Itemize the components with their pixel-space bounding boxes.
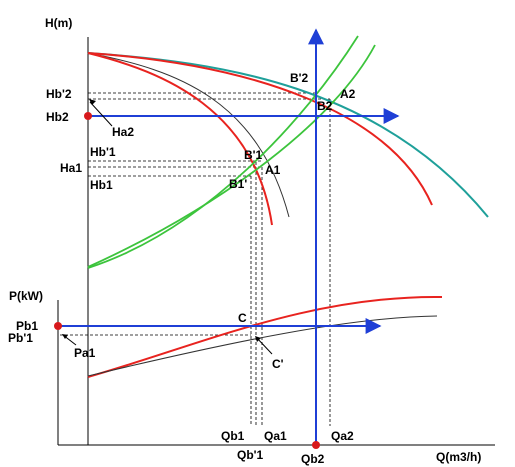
pb1-marker — [54, 322, 62, 330]
pa1-label: Pa1 — [74, 346, 96, 360]
a1-label: A1 — [265, 163, 281, 177]
power-curve-reference — [87, 315, 438, 377]
b2-prime-label: B'2 — [290, 71, 309, 85]
teal-pump-curve — [87, 52, 489, 218]
qa1-label: Qa1 — [264, 429, 287, 443]
pump-curve-high — [87, 52, 433, 206]
system-curve-1 — [87, 35, 359, 269]
reference-pump-curve — [87, 52, 290, 218]
hb1-label: Hb1 — [90, 178, 113, 192]
power-curve-red — [87, 295, 443, 378]
pump-curve-low — [87, 52, 273, 226]
pb1-prime-label: Pb'1 — [8, 331, 33, 345]
qb1-prime-label: Qb'1 — [237, 448, 264, 462]
qa2-label: Qa2 — [331, 429, 354, 443]
a2-label: A2 — [340, 87, 356, 101]
hb2-label: Hb2 — [46, 110, 69, 124]
qb1-label: Qb1 — [221, 429, 245, 443]
c-prime-arrowhead — [255, 336, 261, 342]
head-axis-title: H(m) — [45, 16, 72, 30]
qb2-label: Qb2 — [301, 452, 325, 466]
ha2-leader — [89, 101, 113, 127]
power-axis-title: P(kW) — [9, 289, 43, 303]
flow-axis-title: Q(m3/h) — [436, 450, 481, 464]
b1-prime-upper-label: B'1 — [244, 148, 263, 162]
hb2-prime-label: Hb'2 — [46, 87, 72, 101]
c-prime-label: C' — [272, 357, 284, 371]
b1-prime-lower-label: B1' — [229, 177, 247, 191]
qb2-marker — [312, 441, 320, 449]
pa1-arrowhead — [62, 334, 68, 339]
b2-label: B2 — [317, 99, 333, 113]
hb1-prime-label: Hb'1 — [90, 145, 116, 159]
pb1-label: Pb1 — [16, 319, 38, 333]
c-label: C — [238, 311, 247, 325]
system-curve-2 — [87, 44, 376, 268]
ha2-label: Ha2 — [112, 125, 134, 139]
hb2-marker — [84, 112, 92, 120]
ha1-label: Ha1 — [60, 161, 82, 175]
ha2-arrowhead — [89, 99, 96, 105]
